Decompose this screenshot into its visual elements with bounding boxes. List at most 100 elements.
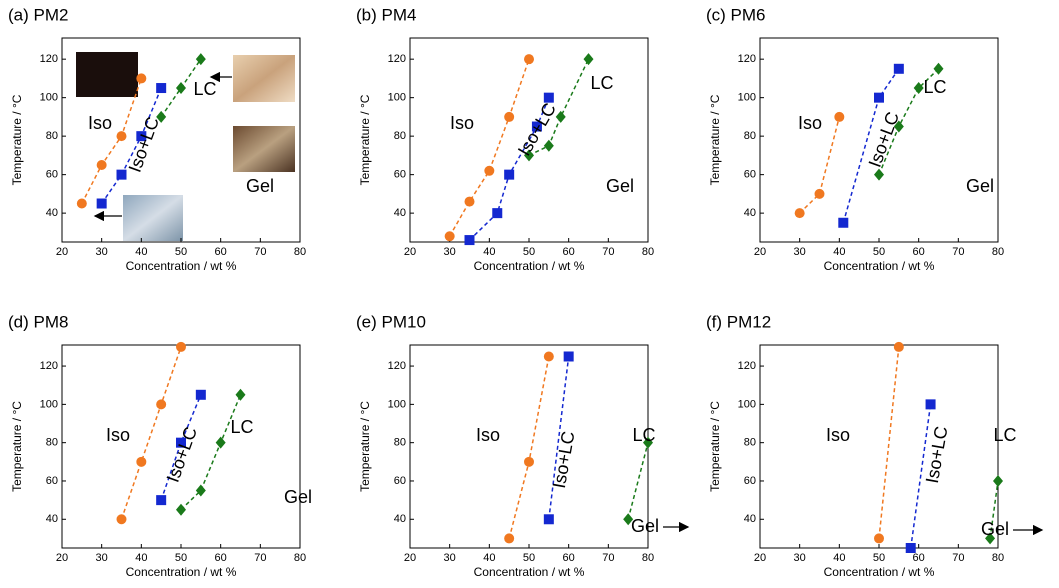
panel: (d) PM8 20 30 40 50 60 70 80 40 60 80 100 120 Concent… bbox=[8, 312, 312, 579]
marker bbox=[794, 208, 805, 219]
y-tick-label: 80 bbox=[46, 437, 58, 449]
y-axis-title: Temperature / °C bbox=[708, 94, 722, 185]
y-tick-label: 80 bbox=[46, 130, 58, 142]
x-axis-title: Concentration / wt % bbox=[126, 565, 237, 579]
marker bbox=[195, 53, 206, 66]
y-tick-label: 100 bbox=[738, 398, 756, 410]
x-tick-label: 60 bbox=[913, 246, 925, 258]
region-label: Iso bbox=[826, 425, 850, 445]
region-label: LC bbox=[193, 79, 216, 99]
plot-frame bbox=[409, 344, 649, 549]
plot-frame bbox=[759, 344, 999, 549]
y-tick-label: 40 bbox=[394, 207, 406, 219]
plot-frame bbox=[409, 37, 649, 243]
region-label: LC bbox=[923, 77, 946, 97]
panel: (a) PM2 20 30 40 50 60 70 80 40 60 80 100 120 Concent… bbox=[8, 5, 306, 273]
boundary-line bbox=[878, 346, 900, 539]
marker bbox=[643, 436, 653, 449]
x-tick-label: 20 bbox=[754, 246, 766, 258]
region-label: LC bbox=[632, 425, 655, 445]
region-label: Iso bbox=[476, 425, 500, 445]
y-tick-label: 120 bbox=[388, 360, 406, 372]
region-label: Iso bbox=[798, 113, 822, 133]
x-tick-label: 80 bbox=[294, 246, 306, 258]
y-tick-label: 40 bbox=[46, 207, 58, 219]
region-label: Iso+LC bbox=[865, 109, 903, 170]
boundary-line bbox=[548, 356, 570, 520]
inset-image bbox=[233, 126, 295, 172]
inset-image bbox=[233, 55, 295, 102]
y-tick-label: 40 bbox=[46, 513, 58, 525]
marker bbox=[176, 437, 186, 448]
region-label: Iso+LC bbox=[125, 114, 163, 175]
marker bbox=[116, 131, 127, 142]
marker bbox=[484, 165, 495, 176]
marker bbox=[933, 62, 944, 75]
marker bbox=[524, 54, 534, 65]
x-tick-label: 20 bbox=[56, 552, 68, 564]
y-tick-label: 120 bbox=[738, 53, 756, 65]
marker bbox=[874, 168, 884, 181]
y-tick-label: 60 bbox=[744, 169, 756, 181]
panel: (b) PM4 20 30 40 50 60 70 80 40 60 80 100 120 Concent… bbox=[356, 5, 654, 273]
marker bbox=[913, 82, 924, 95]
x-tick-label: 30 bbox=[794, 552, 806, 564]
boundary-line bbox=[120, 346, 182, 520]
marker bbox=[524, 149, 534, 162]
y-tick-label: 120 bbox=[40, 360, 58, 372]
marker bbox=[543, 514, 554, 525]
boundary-line bbox=[508, 356, 550, 539]
x-tick-label: 40 bbox=[135, 552, 147, 564]
x-tick-label: 30 bbox=[96, 246, 108, 258]
y-tick-label: 80 bbox=[394, 437, 406, 449]
region-label: Iso bbox=[88, 113, 112, 133]
marker bbox=[893, 120, 904, 133]
x-tick-label: 80 bbox=[642, 246, 654, 258]
plot-frame bbox=[61, 37, 301, 243]
region-label: LC bbox=[230, 417, 253, 437]
y-tick-label: 100 bbox=[40, 398, 58, 410]
region-label: Gel bbox=[966, 176, 994, 196]
marker bbox=[583, 53, 594, 66]
marker bbox=[464, 235, 475, 246]
x-axis-title: Concentration / wt % bbox=[474, 565, 585, 579]
marker bbox=[543, 351, 554, 362]
x-tick-label: 50 bbox=[873, 552, 885, 564]
marker bbox=[834, 111, 845, 122]
marker bbox=[136, 131, 147, 142]
y-axis-title: Temperature / °C bbox=[10, 401, 24, 492]
marker bbox=[156, 83, 167, 94]
marker bbox=[136, 73, 147, 84]
y-tick-label: 40 bbox=[394, 513, 406, 525]
marker bbox=[874, 533, 884, 544]
y-tick-label: 100 bbox=[738, 92, 756, 104]
x-tick-label: 80 bbox=[642, 552, 654, 564]
x-tick-label: 20 bbox=[404, 552, 416, 564]
marker bbox=[504, 533, 515, 544]
marker bbox=[492, 208, 503, 219]
y-tick-label: 60 bbox=[46, 475, 58, 487]
x-tick-label: 70 bbox=[952, 246, 964, 258]
boundary-line bbox=[627, 442, 648, 520]
marker bbox=[195, 484, 206, 497]
panel-title: (e) PM10 bbox=[356, 312, 426, 331]
boundary-line bbox=[101, 87, 162, 204]
boundary-line bbox=[449, 58, 530, 237]
boundary-line bbox=[909, 404, 932, 548]
x-axis-title: Concentration / wt % bbox=[824, 259, 935, 273]
x-tick-label: 70 bbox=[254, 246, 266, 258]
marker bbox=[925, 399, 936, 410]
y-tick-label: 60 bbox=[46, 169, 58, 181]
panel-title: (a) PM2 bbox=[8, 5, 68, 24]
marker bbox=[96, 160, 107, 171]
marker bbox=[555, 110, 566, 123]
marker bbox=[893, 341, 904, 352]
x-tick-label: 60 bbox=[215, 552, 227, 564]
x-tick-label: 40 bbox=[833, 246, 845, 258]
x-tick-label: 20 bbox=[404, 246, 416, 258]
x-axis-title: Concentration / wt % bbox=[474, 259, 585, 273]
y-axis-title: Temperature / °C bbox=[708, 401, 722, 492]
region-label: Gel bbox=[631, 516, 659, 536]
x-tick-label: 60 bbox=[215, 246, 227, 258]
marker bbox=[136, 456, 147, 467]
